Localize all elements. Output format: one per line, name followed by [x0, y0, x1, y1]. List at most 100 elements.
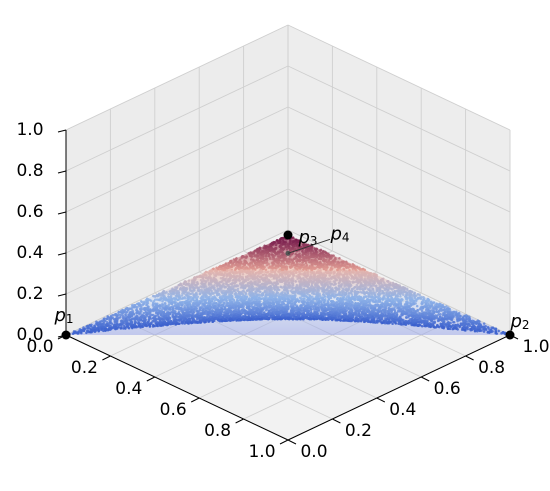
scatter-point [298, 269, 302, 273]
scatter-point [246, 266, 249, 270]
scatter-point [306, 285, 309, 289]
scatter-point [283, 262, 286, 266]
scatter-point [191, 291, 194, 295]
scatter-point [302, 263, 306, 267]
scatter-point [264, 268, 268, 271]
scatter-point [302, 297, 305, 300]
scatter-point [304, 261, 308, 265]
scatter-point [349, 299, 353, 302]
scatter-point [213, 302, 216, 305]
scatter-point [238, 258, 242, 262]
scatter-point [212, 267, 215, 271]
scatter-point [258, 293, 261, 296]
scatter-point [228, 268, 231, 272]
scatter-point [89, 331, 92, 334]
scatter-point [284, 246, 287, 249]
scatter-point [339, 261, 342, 264]
scatter-point [187, 279, 191, 282]
scatter-point [222, 311, 226, 315]
scatter-point [300, 269, 304, 273]
scatter-point [463, 315, 466, 318]
pane-grid-line [287, 24, 511, 131]
scatter-point [277, 264, 280, 267]
scatter-point [180, 304, 184, 307]
scatter-point [428, 305, 432, 308]
pane-grid-line [287, 188, 511, 295]
scatter-point [161, 300, 164, 303]
scatter-point [130, 304, 134, 307]
scatter-point [167, 292, 170, 296]
scatter-point [159, 306, 162, 310]
scatter-point [119, 313, 122, 317]
scatter-point [219, 277, 223, 280]
scatter-point [295, 275, 298, 278]
scatter-point [290, 278, 293, 281]
scatter-point [162, 289, 165, 293]
scatter-point [359, 288, 362, 291]
scatter-point [448, 327, 452, 331]
pane-grid-line [287, 65, 511, 172]
scatter-point [236, 287, 240, 290]
scatter-point [396, 289, 399, 292]
scatter-point [415, 304, 419, 308]
scatter-point [252, 264, 255, 268]
scatter-point [223, 289, 226, 293]
scatter-point [225, 282, 228, 285]
scatter-point [136, 315, 139, 318]
scatter-point [319, 296, 322, 299]
scatter-point [267, 245, 271, 249]
scatter-point [285, 248, 289, 251]
scatter-points [67, 235, 509, 336]
scatter-point [133, 304, 137, 307]
scatter-point [258, 290, 262, 294]
back-right-pane [66, 25, 288, 335]
scatter-point [446, 327, 450, 330]
scatter-point [294, 280, 297, 283]
scatter-point [294, 252, 297, 256]
scatter-point [238, 279, 241, 283]
pane-grid-line [287, 106, 511, 213]
scatter-point [302, 267, 306, 271]
pane-grid-line [65, 147, 289, 254]
scatter-point [322, 249, 325, 253]
scatter-point [348, 280, 352, 284]
scatter-point [140, 300, 144, 304]
scatter-point [205, 315, 209, 319]
scatter-point [225, 274, 229, 278]
scatter-point [317, 269, 320, 272]
scatter-point [452, 321, 455, 324]
scatter-point [367, 306, 370, 310]
floor-grid-line [65, 229, 289, 336]
scatter-point [131, 309, 134, 312]
scatter-point [288, 255, 292, 258]
scatter-point [482, 322, 486, 325]
scatter-point [313, 260, 316, 264]
pane-grid-line [287, 147, 511, 254]
back-left-pane [288, 25, 510, 335]
scatter-point [394, 304, 398, 308]
scatter-point [222, 301, 226, 305]
scatter-point [342, 268, 345, 271]
scatter-point [289, 239, 292, 243]
scatter-point [334, 289, 337, 293]
scatter-point [241, 272, 245, 276]
pane-grid-line [65, 188, 289, 295]
scatter-point [124, 313, 127, 317]
scatter-point [298, 272, 302, 275]
scatter-point [244, 275, 248, 279]
scatter-point [280, 262, 283, 266]
scatter-point [264, 273, 268, 277]
scatter-point [142, 311, 145, 315]
scatter-point [432, 301, 436, 304]
scatter-point [152, 313, 155, 317]
scatter-point [422, 299, 425, 302]
scatter-point [213, 299, 217, 302]
scatter-point [180, 294, 184, 297]
pane-grid-line [65, 65, 289, 172]
scatter-point [304, 259, 308, 263]
scatter-point [345, 272, 349, 276]
scatter-point [348, 268, 351, 272]
pane-grid-line [65, 106, 289, 213]
scatter-point [402, 293, 405, 297]
